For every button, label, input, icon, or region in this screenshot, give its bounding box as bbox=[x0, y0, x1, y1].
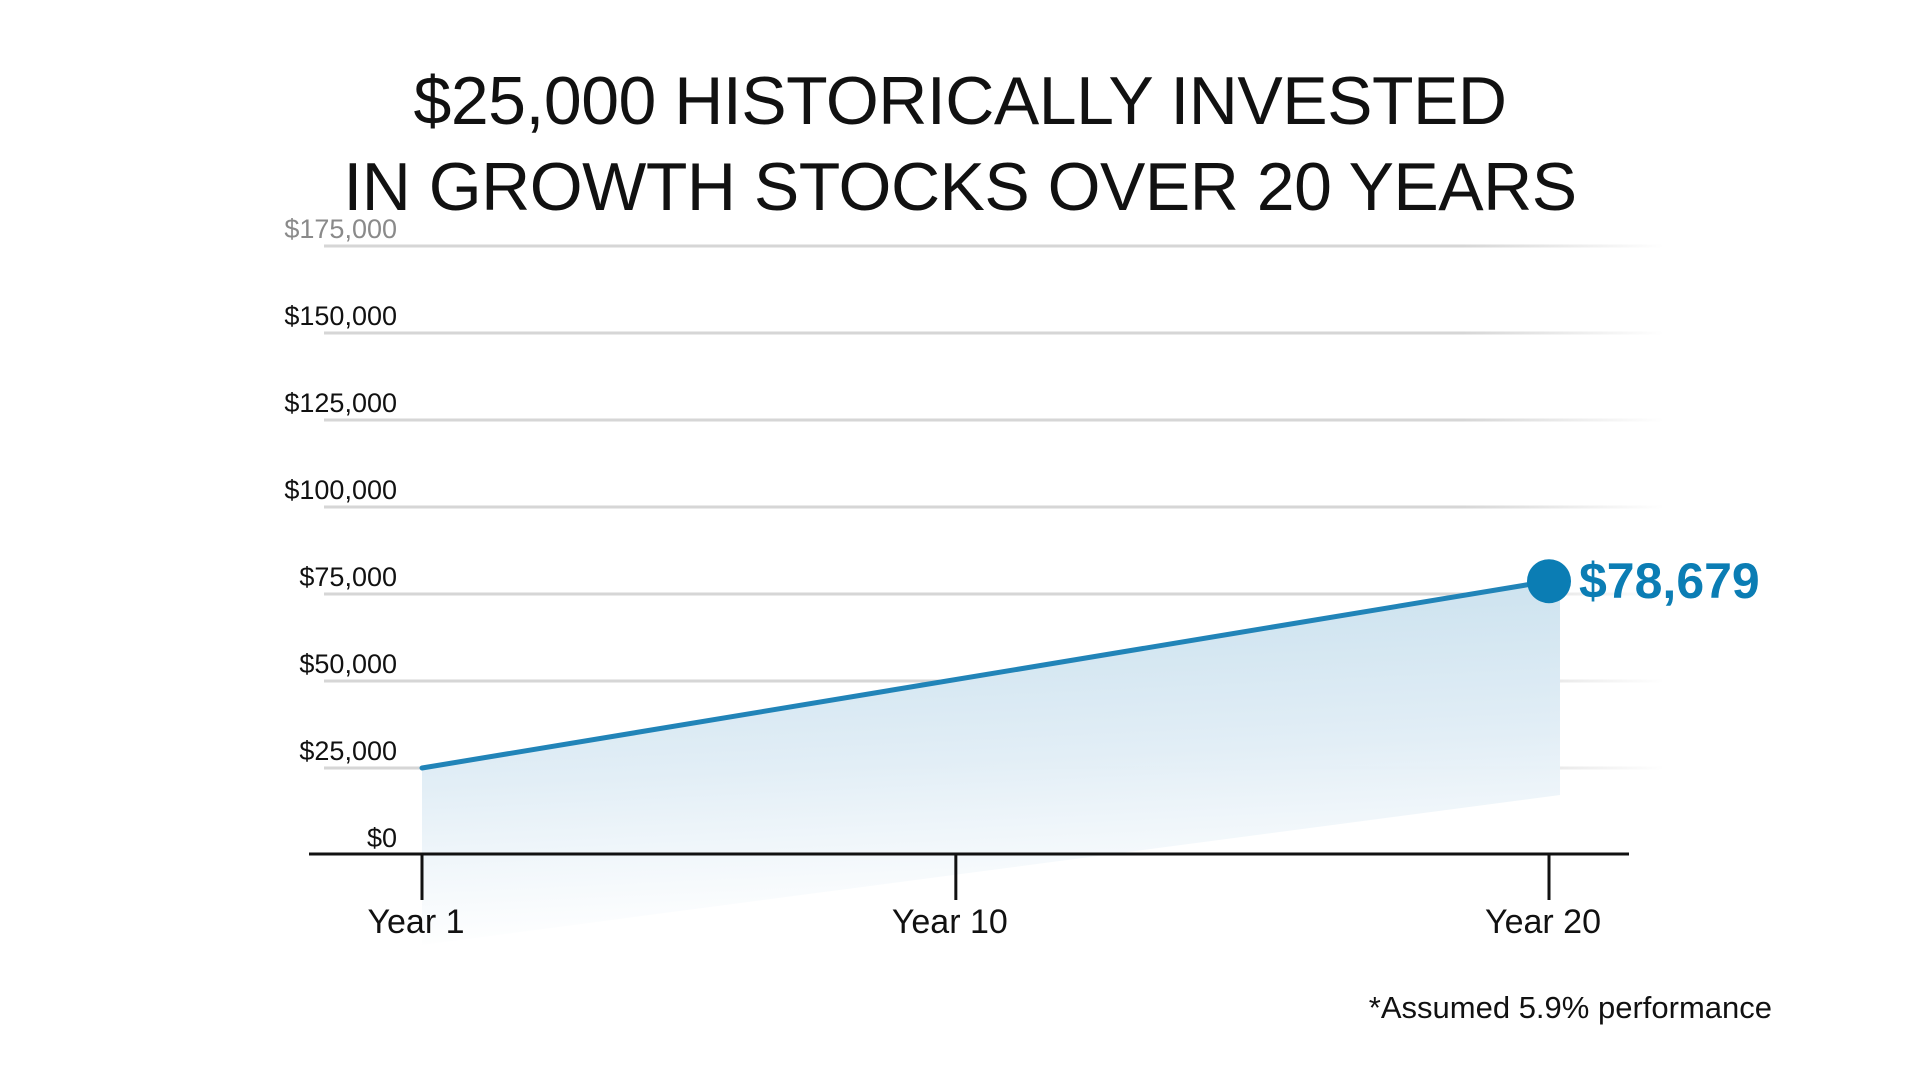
chart-title: $25,000 HISTORICALLY INVESTED IN GROWTH … bbox=[0, 58, 1920, 230]
y-tick-label: $100,000 bbox=[284, 475, 397, 505]
series-layer: $78,679 bbox=[419, 553, 1760, 771]
footnote: *Assumed 5.9% performance bbox=[1368, 990, 1772, 1025]
x-tick-label: Year 20 bbox=[1485, 903, 1601, 941]
gridline bbox=[324, 331, 1664, 335]
chart-title-line-2: IN GROWTH STOCKS OVER 20 YEARS bbox=[343, 149, 1577, 225]
area-layer bbox=[422, 581, 1560, 945]
y-tick-label: $125,000 bbox=[284, 388, 397, 418]
y-tick-label: $0 bbox=[367, 823, 397, 853]
x-axis: Year 1 Year 10 Year 20 bbox=[309, 852, 1629, 941]
y-tick-label: $150,000 bbox=[284, 301, 397, 331]
chart-title-line-1: $25,000 HISTORICALLY INVESTED bbox=[413, 63, 1507, 139]
gridline bbox=[324, 244, 1664, 248]
x-tick-label: Year 1 bbox=[367, 903, 464, 941]
y-tick-label: $50,000 bbox=[299, 649, 397, 679]
end-data-point bbox=[1527, 559, 1571, 604]
x-tick-label: Year 10 bbox=[892, 903, 1008, 941]
y-axis-labels: $0 $25,000 $50,000 $75,000 $100,000 $125,000 $… bbox=[284, 214, 397, 853]
area-fill bbox=[422, 581, 1560, 945]
y-tick-label: $75,000 bbox=[299, 562, 397, 592]
gridline bbox=[324, 505, 1664, 509]
y-tick-label: $25,000 bbox=[299, 736, 397, 766]
end-value-label: $78,679 bbox=[1579, 553, 1760, 609]
gridline bbox=[324, 592, 1664, 596]
series-line bbox=[419, 578, 1552, 771]
y-tick-label: $175,000 bbox=[284, 214, 397, 244]
gridline bbox=[324, 418, 1664, 422]
